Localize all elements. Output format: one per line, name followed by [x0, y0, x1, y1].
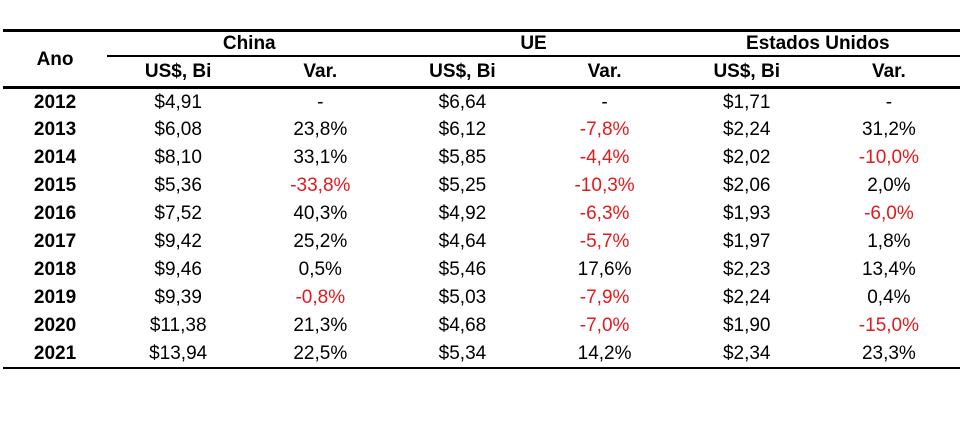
- ue-usd-cell: $5,25: [438, 175, 487, 196]
- ue-usd-cell: $4,92: [438, 203, 487, 224]
- ue-usd-cell: $4,68: [438, 315, 487, 336]
- year-column-header: Ano: [3, 30, 108, 89]
- group-header-china: China: [107, 30, 392, 57]
- china-usd-cell: $11,38: [149, 315, 207, 336]
- eua-var-cell: -6,0%: [864, 203, 914, 224]
- ue-usd-cell: $5,46: [438, 259, 487, 280]
- china-usd-cell: $13,94: [149, 342, 208, 364]
- china-var-cell: 25,2%: [293, 231, 348, 252]
- china-var-cell: 21,3%: [293, 315, 348, 336]
- table-row: 2014 $8,10 33,1% $5,85 -4,4% $2,02 -10,0…: [3, 144, 960, 172]
- group-header-estados-unidos: Estados Unidos: [675, 30, 960, 57]
- trade-values-table: Ano China UE Estados Unidos US$, Bi Var.…: [3, 29, 960, 369]
- eua-usd-cell: $2,02: [722, 147, 771, 168]
- eua-var-cell: 31,2%: [861, 119, 916, 140]
- year-cell: 2018: [33, 259, 77, 280]
- table-row: 2012 $4,91 - $6,64 - $1,71 -: [3, 88, 960, 116]
- eua-var-cell: 23,3%: [861, 342, 916, 364]
- year-cell: 2020: [33, 315, 77, 336]
- year-cell: 2013: [33, 119, 77, 140]
- table-row: 2018 $9,46 0,5% $5,46 17,6% $2,23 13,4%: [3, 256, 960, 284]
- ue-var-header: Var.: [533, 55, 676, 89]
- china-var-header: Var.: [249, 55, 392, 89]
- sub-header-row: US$, Bi Var. US$, Bi Var. US$, Bi Var.: [3, 55, 960, 89]
- table-row: 2017 $9,42 25,2% $4,64 -5,7% $1,97 1,8%: [3, 228, 960, 256]
- eua-usd-cell: $2,24: [722, 287, 771, 308]
- ue-usd-cell: $4,64: [438, 231, 487, 252]
- ue-var-cell: -7,0%: [579, 315, 630, 336]
- china-var-cell: 33,1%: [293, 147, 348, 168]
- group-header-ue: UE: [391, 30, 676, 57]
- table-row: 2021 $13,94 22,5% $5,34 14,2% $2,34 23,3…: [3, 340, 960, 368]
- ue-var-cell: -: [601, 91, 608, 113]
- table-header: Ano China UE Estados Unidos US$, Bi Var.…: [3, 30, 960, 89]
- year-cell: 2017: [33, 231, 77, 252]
- year-cell: 2016: [33, 203, 77, 224]
- eua-var-cell: 0,4%: [867, 287, 911, 308]
- china-var-cell: -: [317, 91, 324, 113]
- eua-usd-cell: $2,23: [722, 259, 771, 280]
- eua-var-header: Var.: [817, 55, 960, 89]
- ue-usd-cell: $5,85: [438, 147, 487, 168]
- ue-var-cell: -7,8%: [579, 119, 630, 140]
- eua-usd-cell: $2,34: [722, 342, 771, 364]
- china-var-cell: 22,5%: [293, 342, 348, 364]
- table-row: 2020 $11,38 21,3% $4,68 -7,0% $1,90 -15,…: [3, 312, 960, 340]
- ue-usd-header: US$, Bi: [391, 55, 534, 89]
- eua-usd-cell: $1,97: [722, 231, 771, 252]
- eua-usd-cell: $1,90: [722, 315, 771, 336]
- eua-var-cell: 13,4%: [861, 259, 916, 280]
- china-usd-cell: $7,52: [154, 203, 202, 224]
- group-header-row: Ano China UE Estados Unidos: [3, 30, 960, 89]
- china-usd-cell: $9,39: [154, 287, 202, 308]
- ue-usd-cell: $5,34: [438, 342, 487, 364]
- ue-var-cell: -4,4%: [579, 147, 630, 168]
- china-usd-cell: $8,10: [154, 147, 202, 168]
- china-var-cell: 0,5%: [298, 259, 342, 280]
- china-var-cell: -33,8%: [290, 175, 351, 196]
- ue-var-cell: 17,6%: [577, 259, 632, 280]
- ue-var-cell: -5,7%: [579, 231, 630, 252]
- eua-var-cell: 1,8%: [867, 231, 911, 252]
- china-usd-cell: $5,36: [154, 175, 202, 196]
- year-cell: 2014: [33, 147, 77, 168]
- year-cell: 2019: [33, 287, 77, 308]
- comparison-table-page: Ano China UE Estados Unidos US$, Bi Var.…: [0, 29, 965, 436]
- eua-usd-cell: $1,93: [722, 203, 771, 224]
- china-var-cell: -0,8%: [295, 287, 346, 308]
- china-usd-cell: $9,42: [154, 231, 202, 252]
- eua-var-cell: -: [885, 91, 893, 113]
- year-cell: 2015: [33, 175, 77, 196]
- china-usd-cell: $9,46: [154, 259, 202, 280]
- eua-usd-cell: $2,24: [722, 119, 771, 140]
- china-var-cell: 23,8%: [293, 119, 348, 140]
- eua-usd-cell: $2,06: [722, 175, 771, 196]
- table-row: 2019 $9,39 -0,8% $5,03 -7,9% $2,24 0,4%: [3, 284, 960, 312]
- table-body: 2012 $4,91 - $6,64 - $1,71 - 2013 $6,08 …: [3, 88, 960, 368]
- table-row: 2016 $7,52 40,3% $4,92 -6,3% $1,93 -6,0%: [3, 200, 960, 228]
- eua-var-cell: 2,0%: [867, 175, 911, 196]
- eua-usd-header: US$, Bi: [675, 55, 818, 89]
- ue-var-cell: 14,2%: [577, 342, 632, 364]
- ue-var-cell: -6,3%: [579, 203, 630, 224]
- ue-var-cell: -7,9%: [579, 287, 630, 308]
- ue-var-cell: -10,3%: [574, 175, 635, 196]
- china-var-cell: 40,3%: [293, 203, 348, 224]
- china-usd-header: US$, Bi: [107, 55, 250, 89]
- eua-var-cell: -10,0%: [858, 147, 919, 168]
- ue-usd-cell: $5,03: [438, 287, 487, 308]
- year-cell: 2012: [33, 91, 77, 113]
- table-row: 2013 $6,08 23,8% $6,12 -7,8% $2,24 31,2%: [3, 116, 960, 144]
- china-usd-cell: $6,08: [154, 119, 202, 140]
- china-usd-cell: $4,91: [154, 91, 202, 113]
- ue-usd-cell: $6,64: [438, 91, 487, 113]
- eua-var-cell: -15,0%: [858, 315, 919, 336]
- table-row: 2015 $5,36 -33,8% $5,25 -10,3% $2,06 2,0…: [3, 172, 960, 200]
- ue-usd-cell: $6,12: [438, 119, 487, 140]
- year-cell: 2021: [33, 342, 77, 364]
- eua-usd-cell: $1,71: [722, 91, 771, 113]
